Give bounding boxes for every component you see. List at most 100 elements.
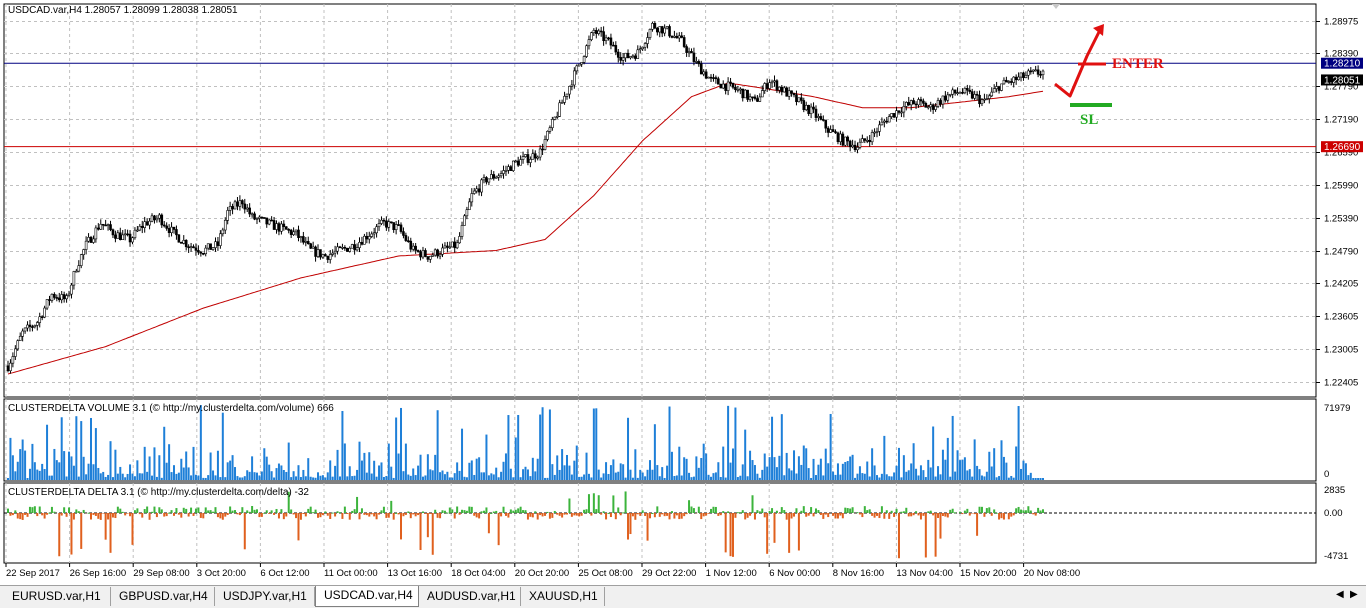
candle-body: [909, 100, 913, 106]
candle-body: [507, 166, 510, 171]
candle-body: [604, 37, 608, 42]
volume-bar: [946, 437, 949, 480]
candle-body: [145, 221, 149, 226]
volume-bar: [46, 424, 49, 480]
volume-bar: [851, 454, 854, 480]
delta-bar-positive: [1027, 506, 1030, 513]
candle-body: [819, 116, 823, 120]
volume-bar: [895, 465, 898, 480]
candle-body: [55, 297, 59, 299]
candle-body: [253, 213, 256, 220]
tab-usdcad-h4[interactable]: USDCAD.var,H4: [315, 586, 419, 607]
volume-bar: [1000, 440, 1003, 480]
candle-body: [375, 226, 378, 234]
volume-bar: [602, 473, 605, 480]
candle-body: [363, 235, 366, 245]
candle-body: [519, 159, 522, 166]
candle-body: [626, 52, 630, 59]
delta-bar-positive: [251, 506, 254, 513]
candle-body: [121, 234, 125, 240]
tab-eurusd-h1[interactable]: EURUSD.var,H1: [4, 587, 111, 606]
candle-body: [228, 206, 232, 211]
candle-body: [1039, 74, 1042, 76]
volume-bar: [893, 472, 896, 480]
candle-body: [800, 97, 803, 101]
volume-bar: [378, 465, 381, 480]
volume-bar: [314, 477, 317, 480]
enter-arrow[interactable]: [1054, 24, 1106, 98]
delta-bar-negative: [192, 513, 195, 516]
candle-body: [834, 131, 837, 134]
candle-body: [455, 242, 459, 249]
delta-bar-positive: [231, 510, 234, 513]
volume-bar: [807, 468, 810, 480]
price-pane[interactable]: [3, 3, 1317, 398]
chart-canvas[interactable]: USDCAD.var,H4 1.28057 1.28099 1.28038 1.…: [0, 0, 1366, 585]
volume-bar: [68, 451, 71, 480]
candle-body: [465, 209, 469, 217]
candle-body: [936, 100, 940, 107]
candle-body: [92, 238, 95, 243]
volume-bar: [1042, 478, 1044, 480]
candle-body: [284, 226, 288, 230]
volume-bar: [497, 477, 500, 480]
candle-body: [609, 37, 613, 46]
volume-bar: [739, 475, 742, 480]
volume-bar: [968, 469, 971, 480]
candle-body: [338, 246, 342, 249]
volume-bar: [146, 471, 149, 480]
candle-body: [343, 247, 347, 249]
delta-bar-negative: [793, 513, 796, 517]
delta-bar-negative: [961, 513, 964, 515]
time-tick-label: 26 Sep 16:00: [70, 568, 127, 579]
delta-bar-negative: [634, 513, 637, 520]
tab-usdjpy-h1[interactable]: USDJPY.var,H1: [215, 587, 315, 606]
tabs-scroll-right-icon[interactable]: ▶: [1350, 589, 1358, 600]
candle-body: [116, 232, 120, 239]
candle-body: [685, 46, 688, 53]
tab-audusd-h1[interactable]: AUDUSD.var,H1: [419, 587, 521, 606]
candle-body: [531, 153, 535, 160]
delta-bar-positive: [761, 508, 764, 513]
volume-bar: [673, 476, 676, 480]
volume-bar: [863, 473, 866, 480]
candle-body: [470, 193, 474, 203]
volume-bar: [424, 475, 427, 480]
tab-xauusd-h1[interactable]: XAUUSD,H1: [521, 587, 605, 606]
volume-bar: [121, 473, 124, 480]
candle-body: [350, 244, 354, 249]
candle-body: [421, 250, 425, 258]
candle-body: [106, 224, 110, 226]
delta-bar-negative: [285, 513, 288, 517]
red-level-price: 1.26690: [1324, 142, 1361, 153]
delta-bar-positive: [800, 510, 803, 513]
volume-bar: [1034, 478, 1037, 480]
scroll-marker-icon[interactable]: [1052, 4, 1060, 9]
candle-body: [411, 245, 415, 250]
tabs-scroll-left-icon[interactable]: ◀: [1336, 589, 1344, 600]
delta-bar-positive: [204, 507, 207, 513]
delta-bar-negative: [941, 513, 944, 516]
volume-bar: [273, 477, 276, 480]
volume-bar: [778, 455, 781, 480]
candle-body: [751, 96, 754, 99]
candle-body: [328, 254, 332, 260]
candle-body: [31, 326, 34, 328]
volume-bar: [937, 466, 940, 480]
volume-bar: [724, 477, 727, 480]
candle-body: [717, 78, 720, 85]
volume-bar: [1012, 477, 1015, 480]
volume-bar: [72, 465, 75, 480]
candle-body: [555, 116, 559, 118]
time-tick-label: 6 Nov 00:00: [769, 568, 820, 579]
volume-bar: [502, 461, 505, 480]
delta-pane[interactable]: [3, 482, 1317, 564]
candle-body: [197, 250, 200, 253]
candle-body: [553, 116, 557, 120]
volume-bar: [993, 448, 996, 480]
delta-bar-negative: [107, 513, 110, 520]
tab-gbpusd-h4[interactable]: GBPUSD.var,H4: [111, 587, 215, 606]
delta-bar-positive: [463, 510, 466, 513]
volume-bar: [910, 463, 913, 480]
delta-bar-positive: [697, 506, 700, 513]
